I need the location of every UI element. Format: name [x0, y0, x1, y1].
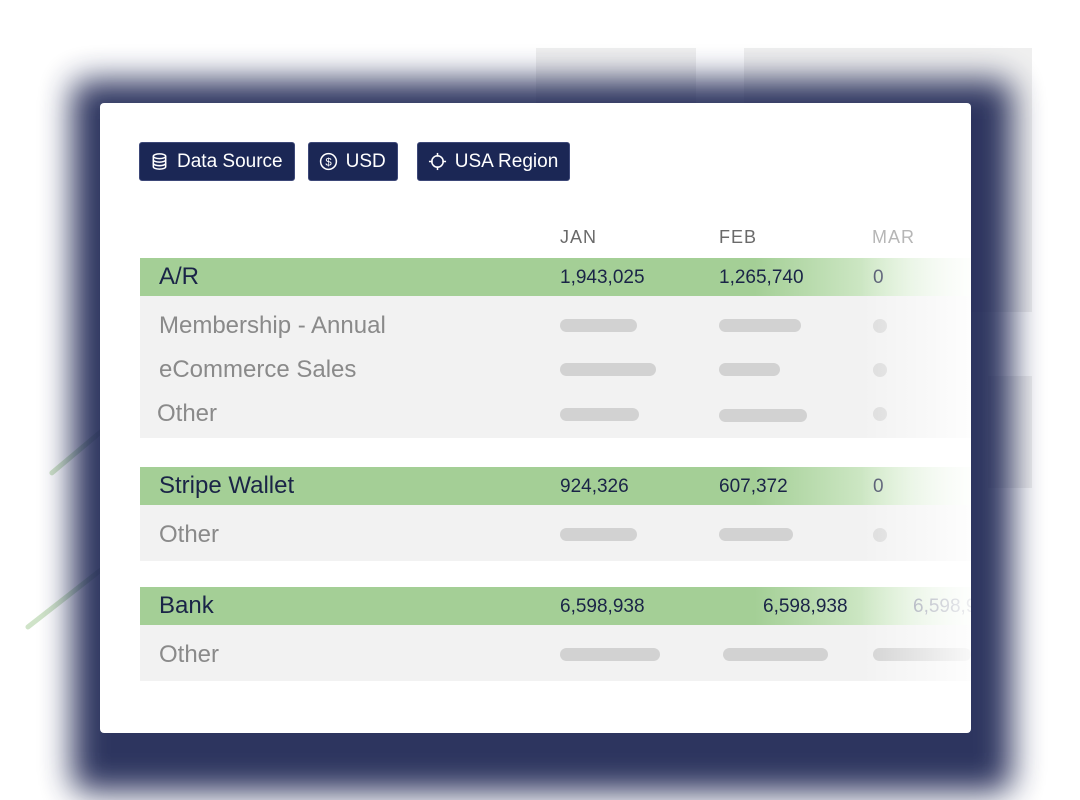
data-source-label: Data Source — [177, 150, 283, 172]
dollar-circle-icon: $ — [319, 152, 337, 171]
placeholder-dot — [873, 407, 887, 421]
group-value-jan: 924,326 — [560, 476, 629, 497]
placeholder-dot — [873, 319, 887, 333]
group-value-mar: 0 — [873, 267, 884, 288]
subrow-label: Other — [159, 521, 220, 548]
group-value-feb: 607,372 — [719, 476, 788, 497]
crosshair-icon — [428, 152, 446, 171]
group-value-jan: 6,598,938 — [560, 596, 645, 617]
placeholder-bar — [560, 363, 656, 376]
placeholder-bar — [560, 319, 637, 332]
placeholder-bar — [873, 648, 971, 661]
placeholder-bar — [719, 319, 801, 332]
placeholder-bar — [560, 408, 639, 421]
subrow-label: Other — [159, 641, 220, 668]
subrow-label: eCommerce Sales — [159, 356, 357, 383]
report-card: Data Source $ USD USA Region JAN FEB MAR… — [100, 103, 971, 733]
placeholder-dot — [873, 363, 887, 377]
column-header-mar: MAR — [872, 227, 915, 247]
placeholder-dot — [873, 528, 887, 542]
subrow-label: Membership - Annual — [159, 312, 386, 339]
column-header-feb: FEB — [719, 227, 758, 247]
placeholder-bar — [719, 528, 793, 541]
region-label: USA Region — [454, 150, 559, 172]
column-header-jan: JAN — [560, 227, 598, 247]
database-icon — [152, 153, 167, 170]
subrow-label: Other — [157, 400, 218, 427]
currency-label: USD — [345, 150, 386, 172]
filter-toolbar: Data Source $ USD USA Region — [139, 142, 583, 181]
placeholder-bar — [719, 363, 780, 376]
group-value-feb: 6,598,938 — [763, 596, 848, 617]
group-value-feb: 1,265,740 — [719, 267, 804, 288]
placeholder-bar — [723, 648, 828, 661]
group-value-jan: 1,943,025 — [560, 267, 645, 288]
placeholder-bar — [560, 648, 660, 661]
group-row-bank[interactable]: Bank 6,598,938 6,598,938 6,598,938 — [140, 587, 971, 625]
group-value-mar: 6,598,938 — [913, 596, 971, 617]
data-source-filter-button[interactable]: Data Source — [139, 142, 295, 181]
placeholder-bar — [560, 528, 637, 541]
group-label: A/R — [159, 263, 200, 290]
placeholder-bar — [719, 409, 807, 422]
region-filter-button[interactable]: USA Region — [416, 142, 571, 181]
group-row-stripe-wallet[interactable]: Stripe Wallet 924,326 607,372 0 — [140, 467, 971, 505]
svg-text:$: $ — [325, 157, 332, 169]
group-label: Bank — [159, 592, 214, 619]
currency-filter-button[interactable]: $ USD — [307, 142, 398, 181]
group-row-ar[interactable]: A/R 1,943,025 1,265,740 0 — [140, 258, 971, 296]
group-label: Stripe Wallet — [159, 472, 295, 499]
group-value-mar: 0 — [873, 476, 884, 497]
